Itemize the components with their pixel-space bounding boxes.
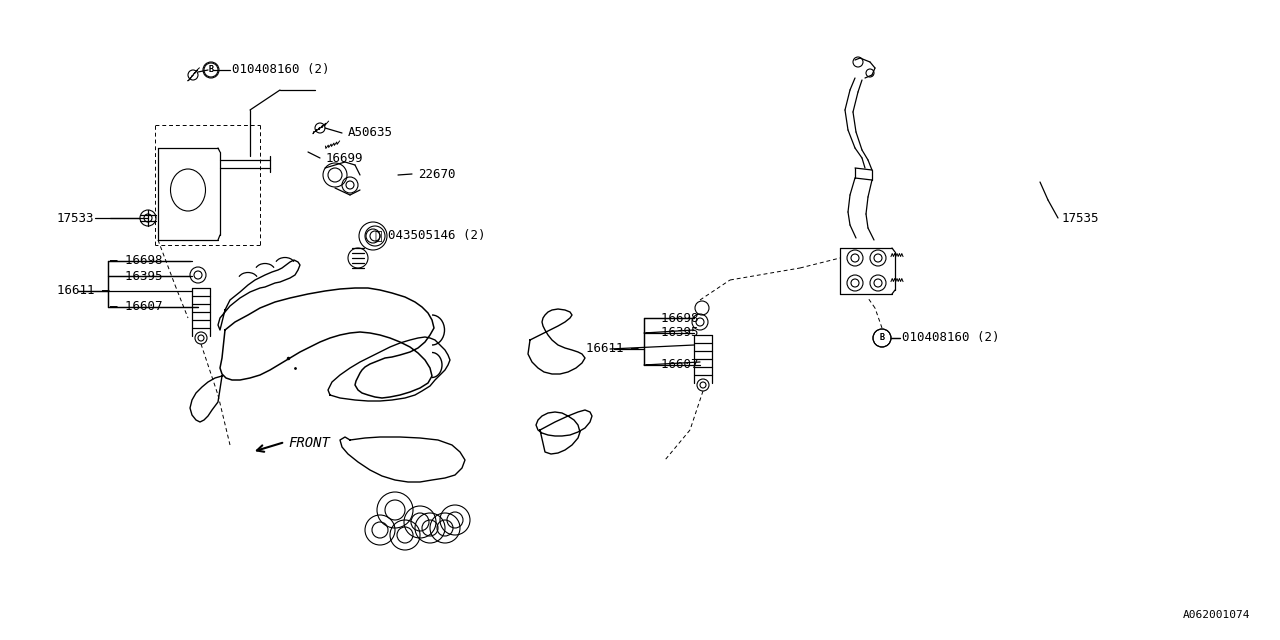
Text: — 16698: — 16698 xyxy=(110,255,163,268)
Text: 17535: 17535 xyxy=(1062,211,1100,225)
Text: 22670: 22670 xyxy=(419,168,456,180)
Text: FRONT: FRONT xyxy=(288,436,330,450)
Text: 16611 —: 16611 — xyxy=(586,342,639,355)
Circle shape xyxy=(195,271,202,279)
Text: Ⓢ: Ⓢ xyxy=(375,230,381,243)
Text: B: B xyxy=(209,65,214,74)
Text: B: B xyxy=(879,333,884,342)
Text: — 16607: — 16607 xyxy=(646,358,699,371)
Text: B: B xyxy=(879,333,884,342)
Text: 16699: 16699 xyxy=(326,152,364,164)
Text: — 16607: — 16607 xyxy=(110,301,163,314)
Text: 010408160 (2): 010408160 (2) xyxy=(902,332,1000,344)
Text: 043505146 (2): 043505146 (2) xyxy=(388,230,485,243)
Text: B: B xyxy=(209,65,214,74)
Text: — 16698: — 16698 xyxy=(646,312,699,324)
Text: — 16395: — 16395 xyxy=(110,269,163,282)
Circle shape xyxy=(696,318,704,326)
Text: — 16395: — 16395 xyxy=(646,326,699,339)
Circle shape xyxy=(143,214,152,222)
Text: A50635: A50635 xyxy=(348,127,393,140)
Text: 17533: 17533 xyxy=(58,211,95,225)
Text: A062001074: A062001074 xyxy=(1183,610,1251,620)
Text: 16611 —: 16611 — xyxy=(58,285,110,298)
Text: 010408160 (2): 010408160 (2) xyxy=(232,63,329,77)
